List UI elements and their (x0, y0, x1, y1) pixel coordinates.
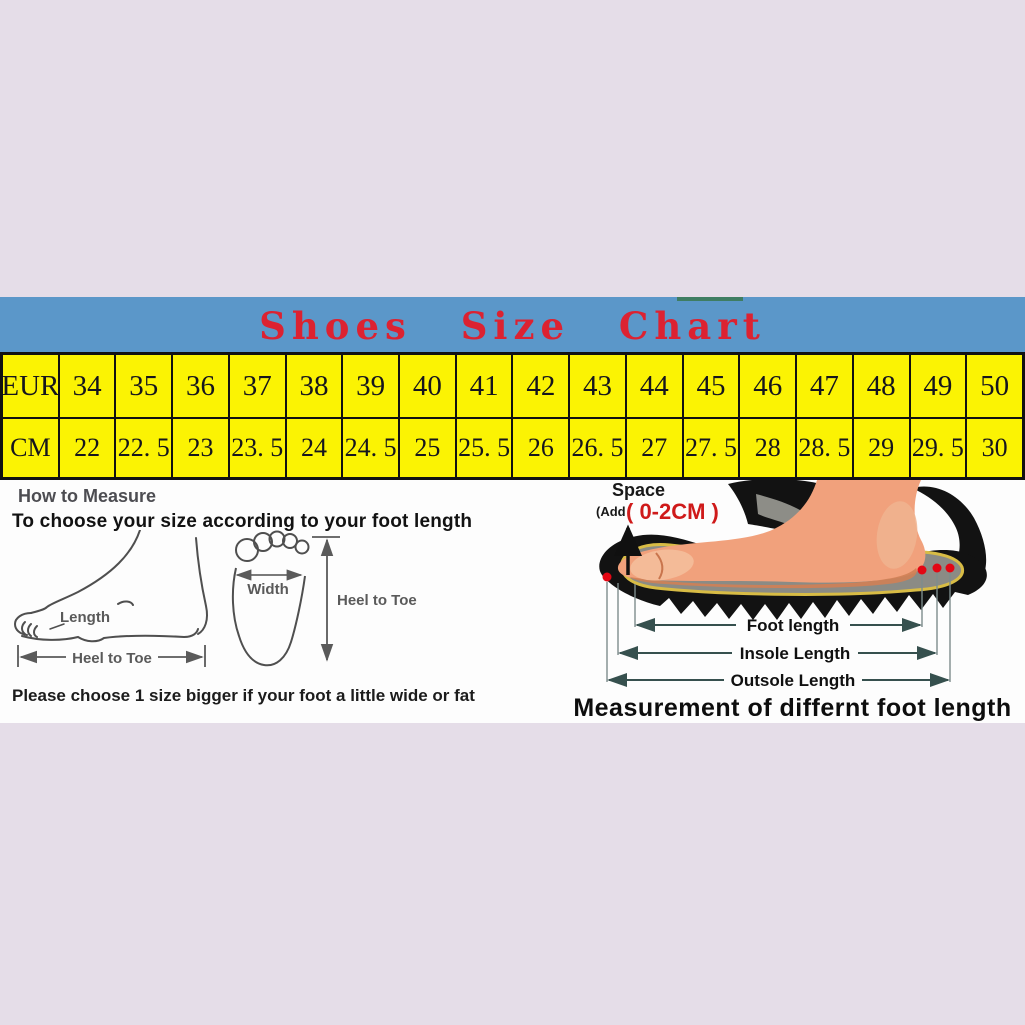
length-label: Length (60, 609, 110, 626)
measurement-arrows (607, 618, 950, 687)
cm-size-cell: 29 (852, 418, 910, 478)
eur-size-cell: 41 (455, 354, 513, 418)
eur-size-cell: 35 (115, 354, 173, 418)
cm-size-cell: 29. 5 (909, 418, 967, 478)
cm-row-label: CM (2, 418, 59, 478)
eur-size-cell: 49 (909, 354, 967, 418)
cm-size-cell: 26. 5 (569, 418, 626, 478)
green-strip-decoration (677, 297, 743, 301)
cm-size-cell: 23 (172, 418, 229, 478)
cm-size-cell: 27. 5 (682, 418, 740, 478)
content-area: How to Measure To choose your size accor… (0, 480, 1025, 723)
cm-size-cell: 24 (285, 418, 343, 478)
vertical-heel-to-toe-arrow (312, 536, 340, 662)
cm-row: CM 22 22. 5 23 23. 5 24 24. 5 25 25. 5 26 26. 5 27… (2, 418, 1023, 478)
measure-instruction: To choose your size according to your fo… (12, 511, 473, 532)
measurement-caption: Measurement of differnt foot length (573, 694, 1012, 722)
cm-size-cell: 22 (58, 418, 116, 478)
foot-on-sole-illustration: Space (Add ( 0-2CM ) (596, 480, 987, 690)
cm-size-cell: 26 (512, 418, 570, 478)
cm-size-cell: 25. 5 (455, 418, 513, 478)
eur-row: EUR 34 35 36 37 38 39 40 41 42 43 44 45 46 47 48 49 50 (2, 354, 1023, 418)
side-heel-to-toe-arrow (17, 645, 206, 667)
eur-row-label: EUR (2, 354, 59, 418)
eur-size-cell: 34 (58, 354, 116, 418)
eur-size-cell: 50 (966, 354, 1023, 418)
foot-measure-sketch: Length Heel to Toe (13, 530, 417, 667)
cm-size-cell: 22. 5 (115, 418, 173, 478)
cm-size-cell: 28 (739, 418, 797, 478)
foot-length-label: Foot length (747, 616, 840, 635)
cm-size-cell: 30 (966, 418, 1023, 478)
cm-size-cell: 27 (625, 418, 683, 478)
cm-size-cell: 25 (399, 418, 456, 478)
title-banner: Shoes Size Chart (0, 297, 1025, 352)
eur-size-cell: 38 (285, 354, 343, 418)
width-label: Width (247, 581, 289, 598)
eur-size-cell: 42 (512, 354, 570, 418)
eur-size-cell: 39 (342, 354, 400, 418)
space-label: Space (612, 480, 665, 500)
top-foot-outline (231, 530, 310, 667)
top-heel-to-toe-label: Heel to Toe (337, 592, 417, 609)
page-title: Shoes Size Chart (259, 304, 766, 348)
insole-length-label: Insole Length (740, 644, 851, 663)
toe-crease (655, 552, 664, 580)
how-to-measure-heading: How to Measure (18, 486, 157, 506)
size-bigger-note: Please choose 1 size bigger if your foot… (12, 686, 475, 705)
cm-size-cell: 28. 5 (796, 418, 853, 478)
eur-size-cell: 48 (852, 354, 910, 418)
cm-size-cell: 23. 5 (228, 418, 286, 478)
add-value: ( 0-2CM ) (626, 499, 719, 524)
size-conversion-table: EUR 34 35 36 37 38 39 40 41 42 43 44 45 46 47 48 49 50 C… (0, 352, 1025, 480)
eur-size-cell: 45 (682, 354, 740, 418)
guide-lines (606, 573, 951, 682)
side-heel-to-toe-label: Heel to Toe (72, 650, 152, 667)
outsole-length-label: Outsole Length (731, 671, 856, 690)
eur-size-cell: 36 (172, 354, 229, 418)
foot-length-section: Space (Add ( 0-2CM ) (560, 480, 1025, 723)
cm-size-cell: 24. 5 (342, 418, 400, 478)
side-foot-outline (13, 530, 208, 643)
eur-size-cell: 37 (228, 354, 286, 418)
foot-shape (617, 480, 926, 583)
eur-size-cell: 46 (739, 354, 797, 418)
eur-size-cell: 47 (796, 354, 853, 418)
heel-highlight (876, 501, 918, 569)
eur-size-cell: 43 (569, 354, 626, 418)
measurement-dots (602, 563, 955, 582)
add-label: (Add (596, 504, 626, 519)
how-to-measure-section: How to Measure To choose your size accor… (0, 480, 545, 723)
eur-size-cell: 40 (399, 354, 456, 418)
eur-size-cell: 44 (625, 354, 683, 418)
